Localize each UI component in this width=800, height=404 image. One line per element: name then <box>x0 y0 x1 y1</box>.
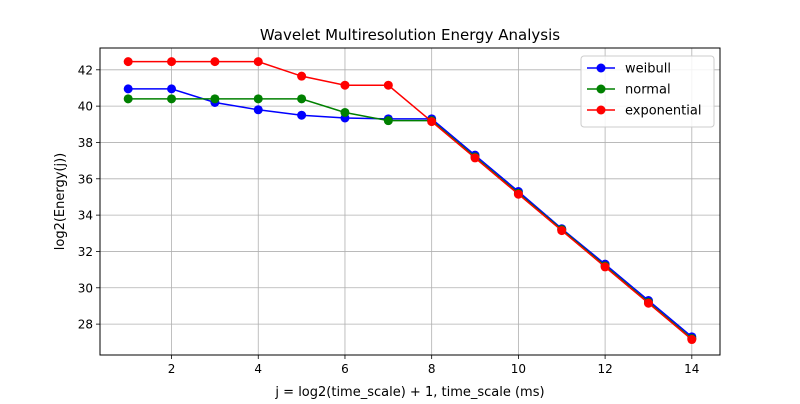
data-point-weibull <box>253 105 263 115</box>
y-tick-label: 34 <box>78 209 93 223</box>
x-tick-label: 4 <box>254 362 262 376</box>
legend-swatch-marker <box>596 63 606 73</box>
series-line-weibull <box>128 88 693 338</box>
legend-item-weibull: weibull <box>587 62 671 77</box>
data-point-exponential <box>687 335 697 345</box>
data-point-exponential <box>557 226 567 236</box>
data-point-exponential <box>297 71 307 81</box>
data-point-exponential <box>123 57 133 67</box>
data-point-weibull <box>297 110 307 120</box>
data-point-normal <box>123 94 133 104</box>
legend-item-exponential: exponential <box>587 104 701 119</box>
x-tick-label: 6 <box>341 362 349 376</box>
data-point-exponential <box>167 57 177 67</box>
data-point-exponential <box>643 298 653 308</box>
series-exponential <box>123 57 697 345</box>
series-normal <box>123 94 697 344</box>
data-point-exponential <box>253 57 263 67</box>
chart-title: Wavelet Multiresolution Energy Analysis <box>260 26 560 44</box>
x-tick-label: 10 <box>511 362 526 376</box>
data-point-exponential <box>427 117 437 127</box>
y-axis-label: log2(Energy(j)) <box>53 153 68 251</box>
x-tick-label: 2 <box>168 362 176 376</box>
data-point-normal <box>340 107 350 117</box>
data-point-weibull <box>123 84 133 94</box>
y-tick-label: 38 <box>78 136 93 150</box>
x-tick-label: 14 <box>684 362 699 376</box>
data-point-exponential <box>340 80 350 90</box>
data-point-exponential <box>210 57 220 67</box>
y-tick-label: 32 <box>78 245 93 259</box>
data-point-normal <box>383 116 393 126</box>
legend-swatch-marker <box>596 84 606 94</box>
data-point-normal <box>167 94 177 104</box>
data-point-exponential <box>470 153 480 163</box>
data-series <box>123 57 697 345</box>
data-point-exponential <box>383 80 393 90</box>
series-line-exponential <box>128 60 693 341</box>
x-tick-label: 8 <box>428 362 436 376</box>
data-point-normal <box>210 94 220 104</box>
data-point-exponential <box>513 189 523 199</box>
data-point-weibull <box>167 84 177 94</box>
data-point-exponential <box>600 262 610 272</box>
x-axis-label: j = log2(time_scale) + 1, time_scale (ms… <box>274 385 544 400</box>
legend-swatch-marker <box>596 105 606 115</box>
legend-label: weibull <box>625 62 671 77</box>
axis-ticks: 2 4 6 8 10 12 14 28 30 32 34 36 38 40 42 <box>78 63 700 376</box>
series-line-normal <box>128 98 693 340</box>
data-point-normal <box>253 94 263 104</box>
plot-frame <box>99 47 721 356</box>
legend-label: normal <box>625 83 671 98</box>
legend: weibull normal exponential <box>580 55 715 128</box>
y-tick-label: 36 <box>78 172 93 186</box>
data-point-normal <box>297 94 307 104</box>
y-tick-label: 30 <box>78 281 93 295</box>
y-tick-label: 28 <box>78 318 93 332</box>
legend-label: exponential <box>625 104 701 119</box>
legend-item-normal: normal <box>587 83 671 98</box>
y-tick-label: 40 <box>78 100 93 114</box>
y-tick-label: 42 <box>78 63 93 77</box>
x-tick-label: 12 <box>597 362 612 376</box>
